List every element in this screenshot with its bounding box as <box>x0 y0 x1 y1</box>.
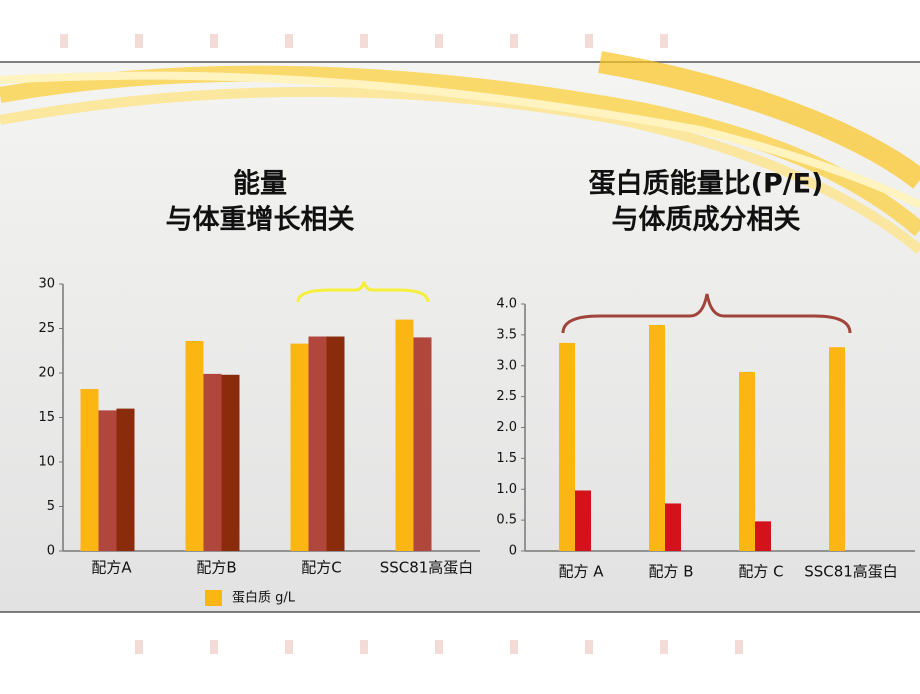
y-tick-label: 0 <box>509 544 517 559</box>
brace <box>561 293 852 334</box>
y-tick-label: 2.0 <box>496 420 517 435</box>
x-tick-label: 配方 A <box>558 563 604 581</box>
y-tick-label: 5 <box>47 499 55 514</box>
bar <box>185 340 204 551</box>
bar <box>575 490 591 551</box>
bar <box>665 503 681 551</box>
x-tick-label: 配方B <box>196 559 236 577</box>
bar <box>290 343 309 551</box>
slide-panel <box>0 62 920 612</box>
bar <box>559 342 575 551</box>
bar <box>395 319 414 551</box>
y-tick-label: 1.0 <box>496 482 517 497</box>
x-tick-label: SSC81高蛋白 <box>804 563 898 581</box>
x-tick-label: 配方 B <box>648 563 693 581</box>
y-tick-label: 4.0 <box>496 297 517 312</box>
legend-swatch <box>205 590 222 606</box>
bar <box>739 371 755 551</box>
y-tick-label: 10 <box>38 455 55 470</box>
y-tick-label: 3.0 <box>496 358 517 373</box>
swoosh <box>0 51 920 254</box>
brace <box>296 281 430 303</box>
bar <box>308 336 327 551</box>
chart-subtitle: 与体重增长相关 <box>166 204 355 236</box>
decor-dashes <box>60 34 743 654</box>
legend-label: 蛋白质 g/L <box>232 590 296 606</box>
y-tick-label: 25 <box>38 321 55 336</box>
bar <box>80 389 99 551</box>
y-tick-label: 20 <box>38 366 55 381</box>
y-tick-label: 2.5 <box>496 389 517 404</box>
bar <box>649 324 665 551</box>
y-tick-label: 30 <box>38 277 55 292</box>
x-tick-label: 配方C <box>301 559 341 577</box>
bar <box>829 347 845 551</box>
y-tick-label: 15 <box>38 410 55 425</box>
x-tick-label: SSC81高蛋白 <box>380 559 474 577</box>
bar <box>413 337 432 551</box>
bar <box>221 374 240 551</box>
y-tick-label: 3.5 <box>496 327 517 342</box>
bar <box>116 408 135 551</box>
chart-title: 蛋白质能量比(P/E) <box>589 168 824 200</box>
y-tick-label: 0 <box>47 544 55 559</box>
bar <box>203 373 222 551</box>
x-tick-label: 配方A <box>91 559 132 577</box>
y-tick-label: 0.5 <box>496 513 517 528</box>
y-tick-label: 1.5 <box>496 451 517 466</box>
chart-title: 能量 <box>233 168 287 200</box>
bar <box>98 410 117 551</box>
chart-subtitle: 与体质成分相关 <box>612 205 801 236</box>
bar <box>326 336 345 551</box>
bar <box>755 521 771 551</box>
x-tick-label: 配方 C <box>738 563 783 581</box>
